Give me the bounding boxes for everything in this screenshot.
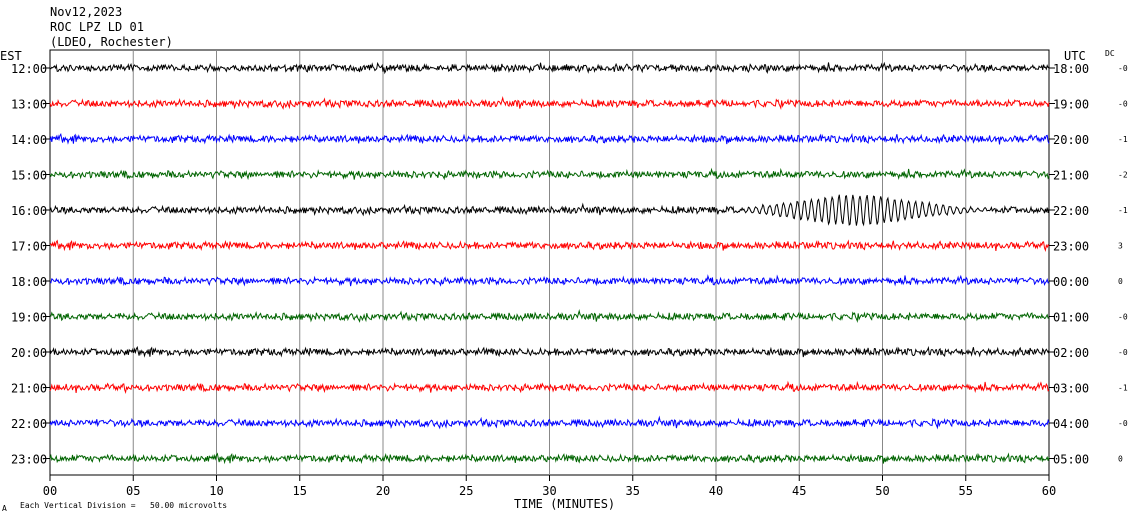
utc-hour-label: 02:00 xyxy=(1053,346,1089,360)
seismic-trace xyxy=(49,239,1050,253)
utc-hour-label: 00:00 xyxy=(1053,275,1089,289)
x-tick-label: 30 xyxy=(542,484,556,498)
utc-hour-label: 21:00 xyxy=(1053,169,1089,183)
chart-station: ROC LPZ LD 01 xyxy=(50,20,144,34)
est-hour-label: 15:00 xyxy=(11,169,47,183)
seismic-trace xyxy=(49,380,1050,395)
x-tick-label: 00 xyxy=(43,484,57,498)
x-tick-label: 50 xyxy=(875,484,889,498)
chart-network: (LDEO, Rochester) xyxy=(50,35,173,49)
est-hour-label: 19:00 xyxy=(11,311,47,325)
est-hour-label: 17:00 xyxy=(11,240,47,254)
dc-offset-label: -0 xyxy=(1118,100,1128,109)
utc-zone-label: UTC xyxy=(1064,49,1086,63)
dc-offset-label: 0 xyxy=(1118,455,1123,464)
utc-hour-label: 18:00 xyxy=(1053,62,1089,76)
vertical-division-note: Each Vertical Division = 50.00 microvolt… xyxy=(20,501,228,510)
dc-offset-label: -2 xyxy=(1118,171,1128,180)
est-hour-label: 23:00 xyxy=(11,453,47,467)
est-hour-label: 22:00 xyxy=(11,417,47,431)
est-zone-label: EST xyxy=(0,49,22,63)
seismic-trace xyxy=(49,132,1050,145)
utc-hour-label: 01:00 xyxy=(1053,311,1089,325)
dc-offset-label: -1 xyxy=(1118,384,1128,393)
utc-hour-label: 04:00 xyxy=(1053,417,1089,431)
utc-hour-label: 03:00 xyxy=(1053,382,1089,396)
est-hour-label: 14:00 xyxy=(11,133,47,147)
seismic-trace xyxy=(49,345,1050,358)
utc-hour-label: 22:00 xyxy=(1053,204,1089,218)
dc-offset-label: -0 xyxy=(1118,348,1128,357)
x-tick-label: 45 xyxy=(792,484,806,498)
utc-hour-label: 05:00 xyxy=(1053,453,1089,467)
x-tick-label: 20 xyxy=(376,484,390,498)
x-tick-label: 25 xyxy=(459,484,473,498)
dc-offset-label: -0 xyxy=(1118,64,1128,73)
utc-hour-label: 23:00 xyxy=(1053,240,1089,254)
seismic-trace xyxy=(49,167,1050,181)
x-tick-label: 05 xyxy=(126,484,140,498)
est-hour-label: 16:00 xyxy=(11,204,47,218)
x-tick-label: 10 xyxy=(209,484,223,498)
seismic-trace xyxy=(49,415,1050,430)
dc-label: DC xyxy=(1105,49,1115,58)
seismic-trace xyxy=(49,309,1049,323)
x-axis-label: TIME (MINUTES) xyxy=(514,497,616,511)
seismic-trace xyxy=(49,452,1050,465)
est-hour-label: 21:00 xyxy=(11,382,47,396)
x-tick-label: 55 xyxy=(959,484,973,498)
dc-offset-label: -0 xyxy=(1118,419,1128,428)
x-tick-label: 60 xyxy=(1042,484,1056,498)
utc-hour-label: 19:00 xyxy=(1053,98,1089,112)
est-hour-label: 18:00 xyxy=(11,275,47,289)
x-tick-label: 40 xyxy=(709,484,723,498)
dc-offset-label: 0 xyxy=(1118,277,1123,286)
seismic-trace xyxy=(49,96,1050,110)
utc-hour-label: 20:00 xyxy=(1053,133,1089,147)
est-hour-label: 12:00 xyxy=(11,62,47,76)
seismic-trace xyxy=(49,274,1050,287)
dc-offset-label: -1 xyxy=(1118,135,1128,144)
x-tick-label: 35 xyxy=(626,484,640,498)
chart-date: Nov12,2023 xyxy=(50,5,123,19)
seismic-trace xyxy=(49,194,1050,227)
dc-offset-label: -1 xyxy=(1118,206,1128,215)
est-hour-label: 13:00 xyxy=(11,98,47,112)
footer-mark: A xyxy=(2,504,7,513)
x-tick-label: 15 xyxy=(293,484,307,498)
dc-offset-label: 3 xyxy=(1118,242,1123,251)
seismic-trace xyxy=(49,61,1050,75)
est-hour-label: 20:00 xyxy=(11,346,47,360)
dc-offset-label: -0 xyxy=(1118,313,1128,322)
